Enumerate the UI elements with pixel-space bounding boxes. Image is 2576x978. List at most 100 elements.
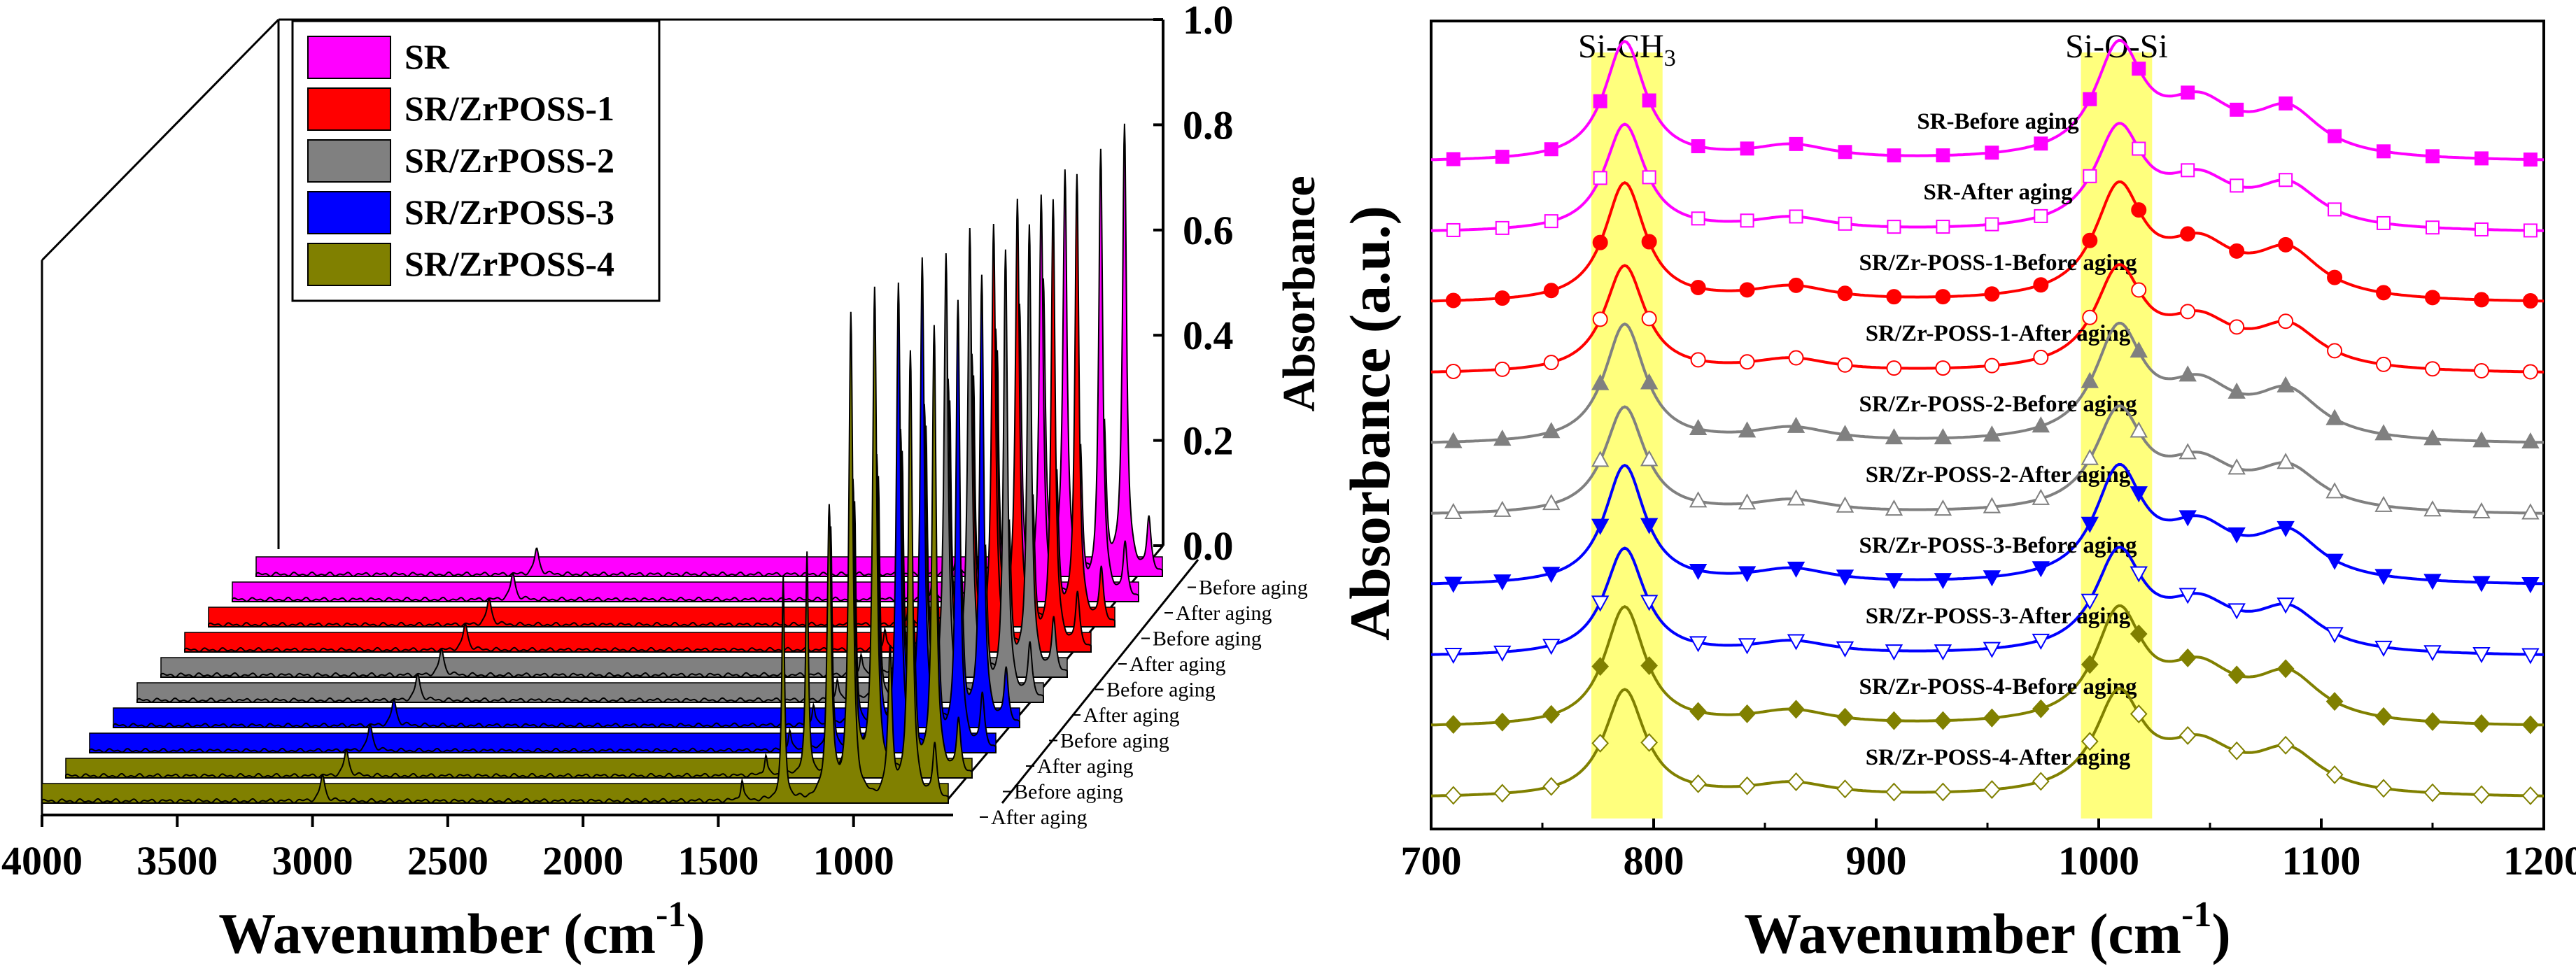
data-marker	[2374, 569, 2393, 586]
data-marker	[1934, 711, 1952, 730]
data-marker	[2423, 783, 2442, 802]
data-marker	[1738, 421, 1757, 438]
data-marker	[2130, 341, 2148, 358]
data-marker	[1493, 430, 1512, 446]
data-marker	[2523, 153, 2538, 167]
data-marker	[2229, 243, 2245, 259]
data-marker	[2276, 453, 2295, 469]
data-marker	[1985, 146, 1999, 160]
data-marker	[1789, 209, 1803, 224]
data-marker	[2181, 163, 2195, 178]
data-marker	[2377, 215, 2391, 230]
data-marker	[1543, 283, 1559, 299]
data-marker	[2179, 725, 2197, 745]
data-marker	[2230, 178, 2244, 193]
data-marker	[1886, 289, 1902, 305]
data-marker	[1934, 499, 1952, 516]
data-marker	[2472, 714, 2491, 733]
data-marker	[2423, 645, 2442, 662]
data-marker	[2426, 149, 2440, 164]
series-label: SR-Before aging	[1917, 109, 2079, 134]
data-marker	[1934, 573, 1952, 590]
data-marker	[1689, 702, 1707, 721]
series-label: SR/Zr-POSS-1-Before aging	[1859, 250, 2137, 276]
spectrum-series: SR/Zr-POSS-2-Before aging	[1430, 321, 2545, 449]
data-marker	[2473, 292, 2489, 308]
data-marker	[1642, 93, 1656, 108]
data-marker	[2034, 136, 2048, 151]
data-marker	[2082, 232, 2098, 248]
data-marker	[2227, 382, 2246, 399]
data-marker	[2374, 424, 2393, 441]
data-marker	[2081, 371, 2099, 388]
wavenumber-right-tick-label: 1000	[2058, 838, 2139, 884]
data-marker	[1642, 170, 1656, 185]
data-marker	[2278, 313, 2294, 329]
highlight-band	[1591, 52, 1663, 818]
wavenumber-left-tick-label: 4000	[1, 838, 83, 884]
data-marker	[1983, 497, 2001, 513]
data-marker	[1689, 774, 1707, 793]
data-marker	[1640, 518, 1659, 534]
offset-spectra-chart: Si-CH3 Si-O-Si SR-Before aging SR-After ag…	[1338, 20, 2576, 965]
data-marker	[1787, 489, 1806, 506]
data-marker	[1592, 234, 1608, 250]
frame-diagonal-edge	[41, 18, 280, 262]
data-marker	[1494, 361, 1510, 377]
wavenumber-right-tick-label: 700	[1401, 838, 1462, 884]
data-marker	[2032, 416, 2050, 433]
data-marker	[2279, 96, 2293, 111]
data-marker	[1885, 573, 1903, 590]
series-label: SR/Zr-POSS-1-After aging	[1866, 321, 2131, 346]
wavenumber-axis-right-title: Wavenumber (cm-1)	[1744, 895, 2230, 965]
data-marker	[2082, 309, 2098, 325]
data-marker	[1444, 576, 1463, 593]
data-marker	[2229, 319, 2245, 335]
depth-label: Before aging	[1199, 576, 1308, 600]
depth-axis-line	[1001, 559, 1199, 804]
legend-label: SR/ZrPOSS-3	[404, 192, 614, 232]
data-marker	[2179, 588, 2197, 604]
data-marker	[2130, 704, 2148, 724]
data-marker	[1789, 136, 1803, 151]
series-label: SR-After aging	[1924, 180, 2073, 205]
data-marker	[1591, 374, 1610, 390]
data-marker	[2227, 665, 2246, 685]
data-marker	[2425, 290, 2440, 306]
data-marker	[2032, 488, 2050, 505]
data-marker	[1887, 148, 1901, 163]
data-marker	[2325, 627, 2344, 644]
spectrum-series: SR/Zr-POSS-1-After aging	[1430, 263, 2544, 380]
data-marker	[2230, 102, 2244, 117]
data-marker	[1837, 357, 1853, 373]
data-marker	[1983, 708, 2001, 728]
depth-label: After aging	[1037, 755, 1133, 778]
data-marker	[2423, 500, 2442, 517]
data-marker	[1984, 286, 2000, 302]
data-marker	[2081, 732, 2099, 751]
data-marker	[2472, 646, 2491, 664]
data-marker	[1542, 567, 1561, 583]
data-marker	[1445, 363, 1461, 379]
legend-label: SR/ZrPOSS-1	[404, 89, 614, 128]
data-marker	[2472, 502, 2491, 518]
data-marker	[2227, 741, 2246, 760]
data-marker	[1836, 496, 1854, 513]
data-marker	[1640, 450, 1659, 467]
data-marker	[1544, 214, 1558, 229]
data-marker	[1593, 94, 1607, 108]
band-label: Si-O-Si	[2065, 28, 2168, 65]
data-marker	[2521, 715, 2540, 735]
data-marker	[2081, 655, 2099, 674]
absorbance-tick-label: 0.6	[1183, 208, 1234, 253]
absorbance-tick-label: 0.2	[1183, 418, 1234, 464]
data-marker	[2376, 285, 2392, 301]
data-marker	[1740, 213, 1754, 228]
data-marker	[2521, 577, 2540, 594]
depth-label: After aging	[1129, 653, 1225, 676]
data-marker	[1885, 428, 1903, 445]
data-marker	[2327, 343, 2343, 359]
data-marker	[1983, 425, 2001, 442]
data-marker	[2081, 448, 2099, 465]
data-marker	[1788, 277, 1804, 293]
